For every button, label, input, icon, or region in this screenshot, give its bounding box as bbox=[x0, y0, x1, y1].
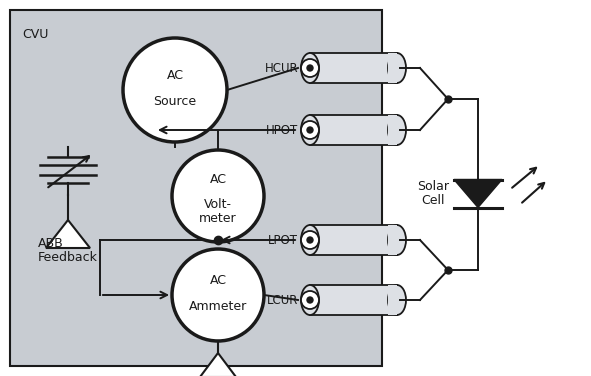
Text: AC: AC bbox=[209, 274, 226, 287]
Ellipse shape bbox=[388, 115, 406, 145]
Text: LCUR: LCUR bbox=[267, 294, 298, 306]
Circle shape bbox=[307, 127, 313, 133]
FancyBboxPatch shape bbox=[388, 53, 397, 83]
Ellipse shape bbox=[301, 115, 319, 145]
Text: Ammeter: Ammeter bbox=[189, 300, 247, 313]
FancyBboxPatch shape bbox=[388, 225, 397, 255]
Text: Solar: Solar bbox=[417, 179, 449, 193]
Ellipse shape bbox=[388, 53, 406, 83]
FancyBboxPatch shape bbox=[310, 53, 397, 83]
Text: meter: meter bbox=[199, 212, 237, 225]
FancyBboxPatch shape bbox=[10, 10, 382, 366]
Circle shape bbox=[123, 38, 227, 142]
Text: Volt-: Volt- bbox=[204, 198, 232, 211]
Ellipse shape bbox=[388, 225, 406, 255]
Circle shape bbox=[172, 150, 264, 242]
Ellipse shape bbox=[301, 53, 319, 83]
Ellipse shape bbox=[388, 285, 406, 315]
FancyBboxPatch shape bbox=[310, 115, 397, 145]
Polygon shape bbox=[46, 220, 90, 248]
Circle shape bbox=[301, 291, 319, 309]
Text: CVU: CVU bbox=[22, 28, 48, 41]
Ellipse shape bbox=[301, 285, 319, 315]
Text: AC: AC bbox=[167, 69, 183, 82]
FancyBboxPatch shape bbox=[388, 115, 397, 145]
Text: AC: AC bbox=[209, 173, 226, 186]
Ellipse shape bbox=[301, 225, 319, 255]
Polygon shape bbox=[200, 353, 236, 376]
FancyBboxPatch shape bbox=[310, 285, 397, 315]
Circle shape bbox=[301, 59, 319, 77]
Circle shape bbox=[307, 297, 313, 303]
FancyBboxPatch shape bbox=[310, 225, 397, 255]
Polygon shape bbox=[454, 179, 502, 208]
Text: LPOT: LPOT bbox=[268, 233, 298, 247]
Circle shape bbox=[307, 237, 313, 243]
Circle shape bbox=[307, 65, 313, 71]
Circle shape bbox=[172, 249, 264, 341]
FancyBboxPatch shape bbox=[388, 285, 397, 315]
Circle shape bbox=[301, 231, 319, 249]
Text: Cell: Cell bbox=[421, 194, 445, 206]
Text: Source: Source bbox=[154, 95, 197, 108]
Text: HCUR: HCUR bbox=[264, 62, 298, 74]
Text: HPOT: HPOT bbox=[266, 123, 298, 136]
Circle shape bbox=[301, 121, 319, 139]
Text: Feedback: Feedback bbox=[38, 251, 98, 264]
Text: ABB: ABB bbox=[38, 237, 64, 250]
